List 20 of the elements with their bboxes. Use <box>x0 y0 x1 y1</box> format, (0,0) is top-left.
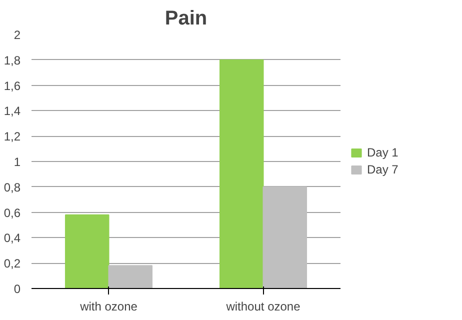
y-tick-label: 0,2 <box>4 256 21 271</box>
bar <box>262 186 308 288</box>
bar <box>64 214 110 288</box>
y-tick-label: 1 <box>14 155 21 169</box>
y-tick-label: 0,8 <box>4 180 21 194</box>
bar <box>108 265 153 288</box>
y-tick-label: 1,2 <box>4 130 21 144</box>
y-tick-label: 0,4 <box>4 231 21 246</box>
x-tick-label: without ozone <box>225 300 301 314</box>
y-tick-label: 2 <box>14 28 21 42</box>
y-tick-label: 1,8 <box>4 53 21 68</box>
y-tick-label: 0,6 <box>4 206 21 220</box>
chart-title: Pain <box>164 8 208 30</box>
y-tick-label: 0 <box>14 282 21 296</box>
x-tick-label: with ozone <box>79 300 138 314</box>
bar <box>219 59 264 288</box>
legend-label: Day 7 <box>367 162 398 176</box>
y-tick-label: 1,6 <box>4 78 21 93</box>
y-tick-label: 1,4 <box>4 104 21 118</box>
legend-label: Day 1 <box>367 146 398 160</box>
